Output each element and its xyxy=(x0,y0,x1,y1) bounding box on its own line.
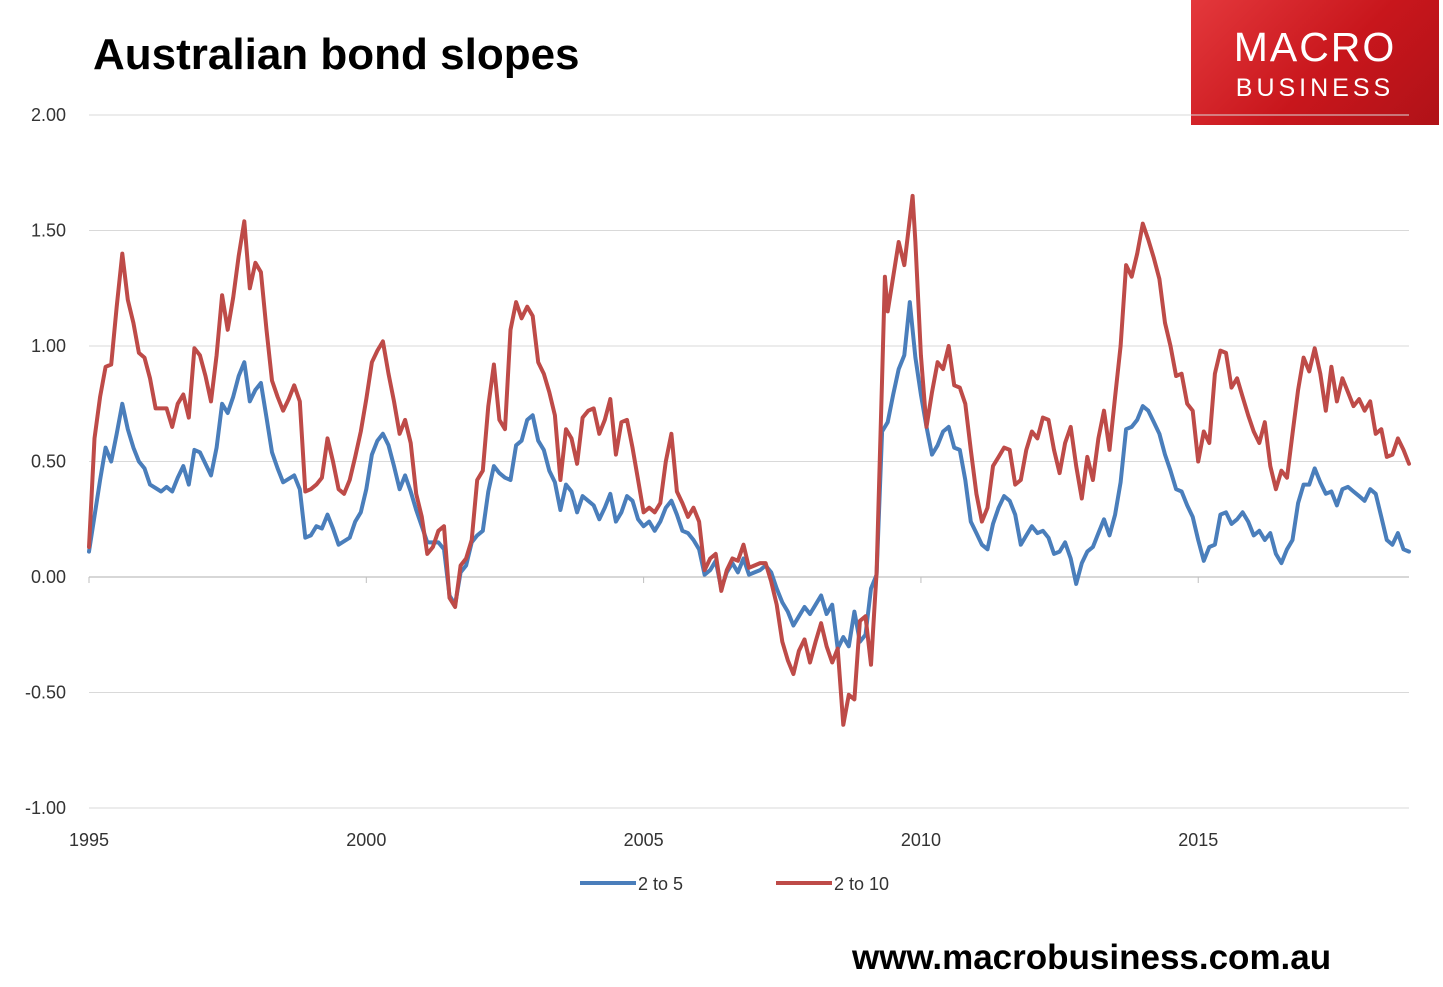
x-axis-tick-labels: 1995 2000 2005 2010 2015 xyxy=(69,830,1218,850)
y-tick-label: -1.00 xyxy=(25,798,66,818)
website-url: www.macrobusiness.com.au xyxy=(852,938,1332,977)
x-tick-label: 2010 xyxy=(901,830,941,850)
x-tick-label: 2015 xyxy=(1178,830,1218,850)
logo-line-business: BUSINESS xyxy=(1235,74,1395,102)
logo-line-macro: MACRO xyxy=(1233,24,1397,70)
x-tick-label: 2005 xyxy=(624,830,664,850)
legend-label-0: 2 to 5 xyxy=(638,874,683,894)
series-line-0 xyxy=(87,300,1411,651)
series-lines xyxy=(87,193,1411,727)
gridlines xyxy=(89,114,1409,809)
legend: 2 to 5 2 to 10 xyxy=(580,874,889,894)
legend-label-1: 2 to 10 xyxy=(834,874,889,894)
y-tick-label: 0.50 xyxy=(31,452,66,472)
x-tick-label: 2000 xyxy=(346,830,386,850)
y-tick-label: 1.50 xyxy=(31,221,66,241)
series-line-1 xyxy=(87,193,1411,727)
y-tick-label: 2.00 xyxy=(31,105,66,125)
x-axis xyxy=(88,576,1409,583)
x-tick-label: 1995 xyxy=(69,830,109,850)
chart-title: Australian bond slopes xyxy=(93,30,580,79)
y-tick-label: -0.50 xyxy=(25,683,66,703)
y-axis-tick-labels: 2.00 1.50 1.00 0.50 0.00 -0.50 -1.00 xyxy=(25,105,66,818)
y-tick-label: 0.00 xyxy=(31,567,66,587)
y-tick-label: 1.00 xyxy=(31,336,66,356)
macrobusiness-logo: MACRO BUSINESS xyxy=(1191,0,1439,125)
